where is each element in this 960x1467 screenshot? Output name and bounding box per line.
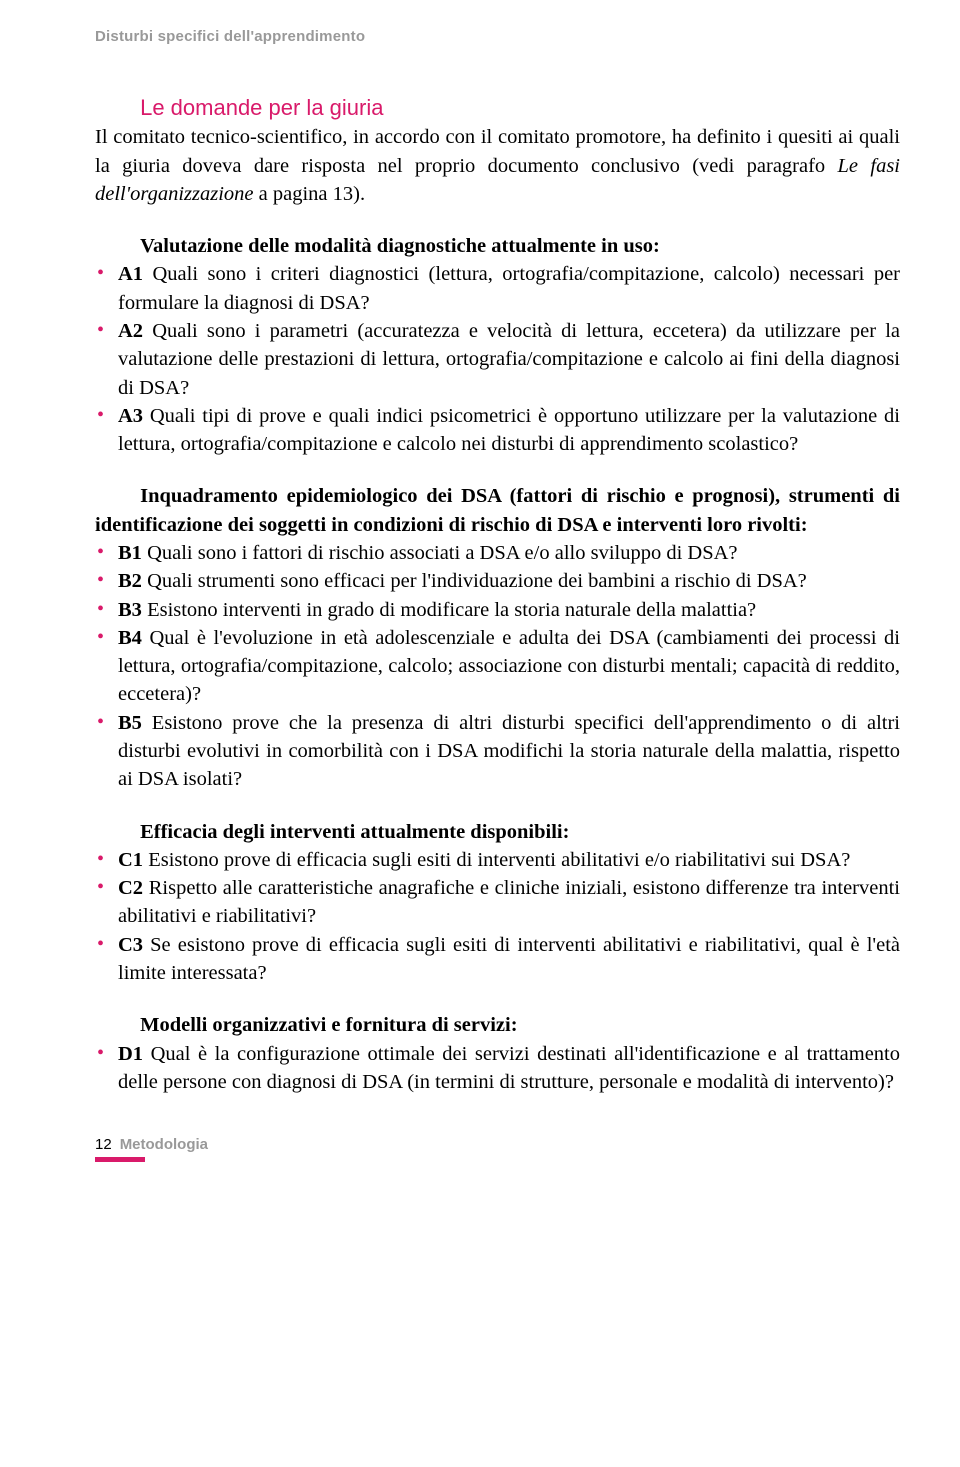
list-item: A1 Quali sono i criteri diagnostici (let… [95, 260, 900, 317]
item-code: B1 [118, 542, 142, 564]
section-intro: Le domande per la giuria Il comitato tec… [95, 93, 900, 208]
spacer [95, 987, 900, 1011]
item-text: Quali strumenti sono efficaci per l'indi… [142, 570, 807, 592]
list-item: B5 Esistono prove che la presenza di alt… [95, 709, 900, 794]
item-code: B3 [118, 599, 142, 621]
list-item: C3 Se esistono prove di efficacia sugli … [95, 931, 900, 988]
list-item: C2 Rispetto alle caratteristiche anagraf… [95, 874, 900, 931]
footer-rule [95, 1157, 145, 1162]
group-d-list: D1 Qual è la configurazione ottimale dei… [95, 1040, 900, 1097]
item-code: C2 [118, 877, 143, 899]
group-a-list: A1 Quali sono i criteri diagnostici (let… [95, 260, 900, 458]
item-text: Quali sono i criteri diagnostici (lettur… [118, 263, 900, 313]
group-c-lead-text: Efficacia degli interventi attualmente d… [140, 821, 569, 843]
item-text: Esistono prove di efficacia sugli esiti … [143, 849, 850, 871]
spacer [95, 458, 900, 482]
item-text: Rispetto alle caratteristiche anagrafich… [118, 877, 900, 927]
list-item: B4 Qual è l'evoluzione in età adolescenz… [95, 624, 900, 709]
item-code: B2 [118, 570, 142, 592]
group-c-lead: Efficacia degli interventi attualmente d… [95, 818, 900, 846]
page-footer: 12 Metodologia [95, 1136, 900, 1153]
item-code: A3 [118, 405, 143, 427]
group-d-lead-text: Modelli organizzativi e fornitura di ser… [140, 1014, 517, 1036]
list-item: B1 Quali sono i fattori di rischio assoc… [95, 539, 900, 567]
item-text: Qual è l'evoluzione in età adolescenzial… [118, 627, 900, 706]
item-text: Se esistono prove di efficacia sugli esi… [118, 934, 900, 984]
item-text: Quali tipi di prove e quali indici psico… [118, 405, 900, 455]
group-c-list: C1 Esistono prove di efficacia sugli esi… [95, 846, 900, 987]
group-b-lead: Inquadramento epidemiologico dei DSA (fa… [95, 482, 900, 539]
item-code: C1 [118, 849, 143, 871]
intro-text-1: Il comitato tecnico-scientifico, in acco… [95, 126, 900, 176]
group-b-list: B1 Quali sono i fattori di rischio assoc… [95, 539, 900, 794]
footer-label: Metodologia [120, 1136, 208, 1153]
list-item: A2 Quali sono i parametri (accuratezza e… [95, 317, 900, 402]
group-a-lead: Valutazione delle modalità diagnostiche … [95, 232, 900, 260]
item-text: Qual è la configurazione ottimale dei se… [118, 1043, 900, 1093]
page-container: Disturbi specifici dell'apprendimento Le… [0, 0, 960, 1202]
item-text: Esistono interventi in grado di modifica… [142, 599, 756, 621]
item-code: B5 [118, 712, 142, 734]
list-item: A3 Quali tipi di prove e quali indici ps… [95, 402, 900, 459]
item-text: Quali sono i parametri (accuratezza e ve… [118, 320, 900, 399]
item-code: B4 [118, 627, 142, 649]
section-title: Le domande per la giuria [140, 95, 383, 120]
item-code: A2 [118, 320, 143, 342]
spacer [95, 794, 900, 818]
list-item: C1 Esistono prove di efficacia sugli esi… [95, 846, 900, 874]
group-a-lead-text: Valutazione delle modalità diagnostiche … [140, 235, 660, 257]
item-code: C3 [118, 934, 143, 956]
intro-text-2: a pagina 13). [254, 183, 366, 205]
item-text: Quali sono i fattori di rischio associat… [142, 542, 738, 564]
group-d-lead: Modelli organizzativi e fornitura di ser… [95, 1011, 900, 1039]
list-item: D1 Qual è la configurazione ottimale dei… [95, 1040, 900, 1097]
page-number: 12 [95, 1136, 112, 1153]
list-item: B2 Quali strumenti sono efficaci per l'i… [95, 567, 900, 595]
item-code: A1 [118, 263, 143, 285]
item-text: Esistono prove che la presenza di altri … [118, 712, 900, 791]
group-b-lead-text: Inquadramento epidemiologico dei DSA (fa… [95, 485, 900, 535]
running-header: Disturbi specifici dell'apprendimento [95, 28, 900, 45]
item-code: D1 [118, 1043, 143, 1065]
list-item: B3 Esistono interventi in grado di modif… [95, 596, 900, 624]
